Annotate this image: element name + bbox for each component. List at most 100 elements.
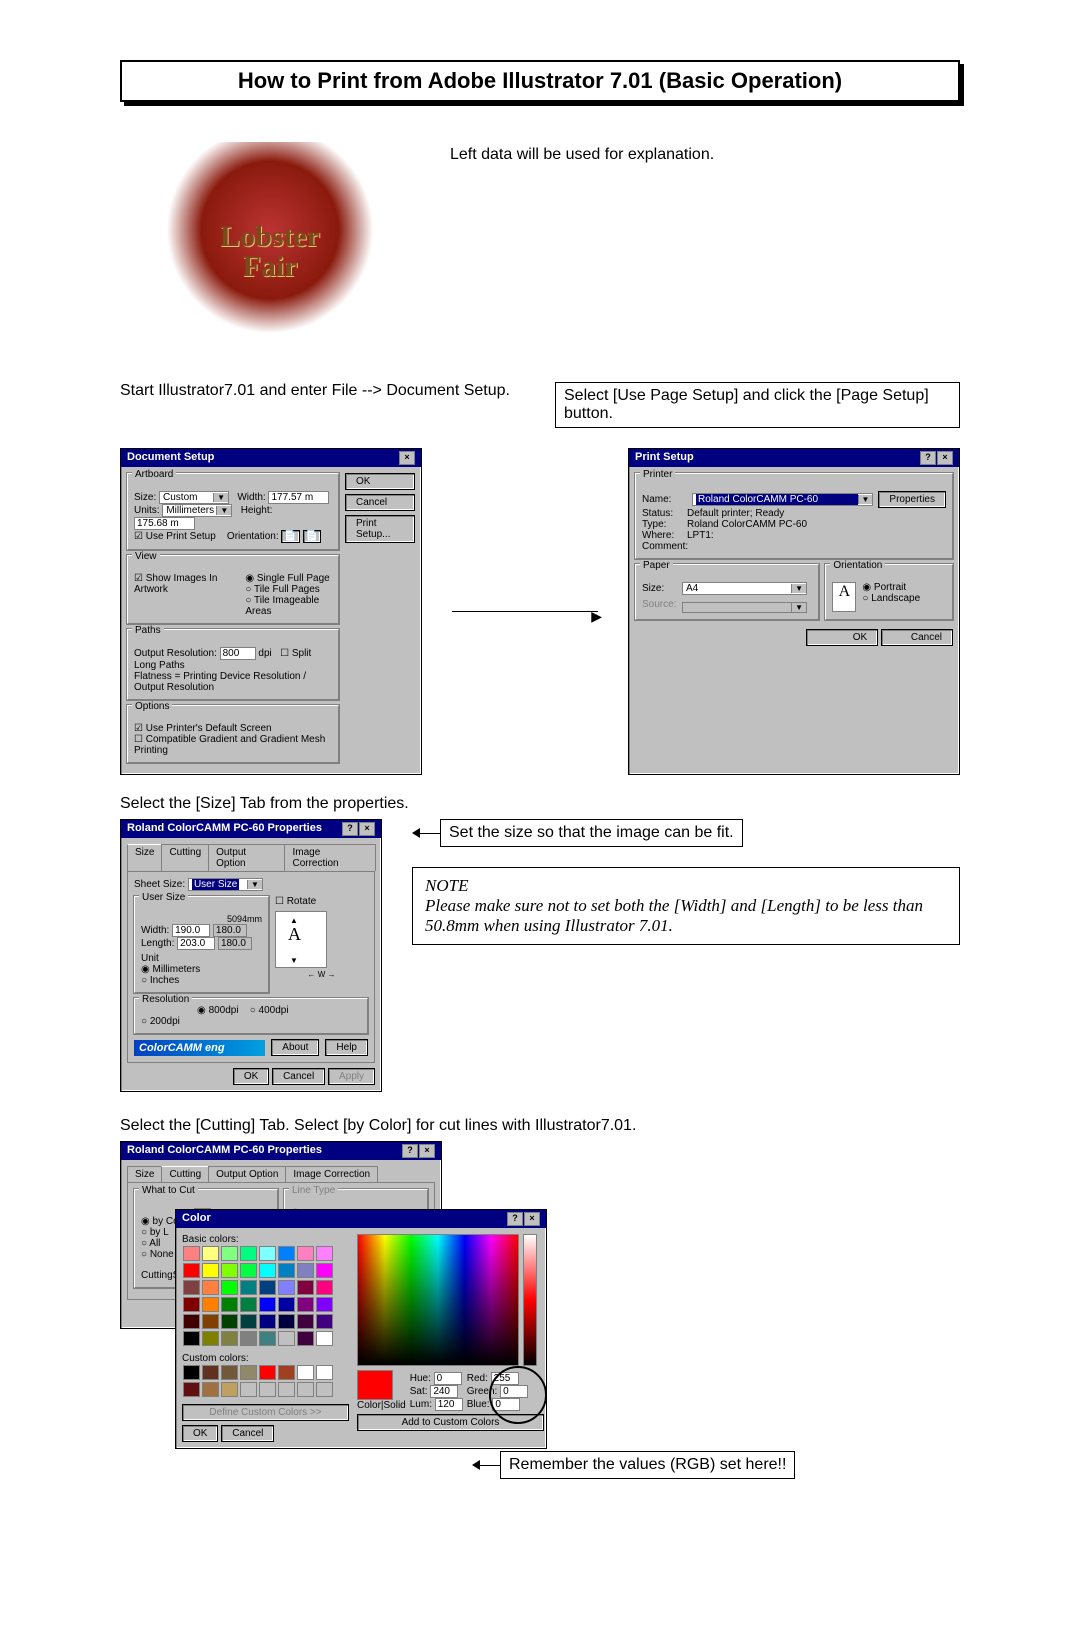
close-icon[interactable]: × [419,1144,435,1158]
color-swatch[interactable] [297,1365,314,1380]
compatible-gradient-checkbox[interactable]: Compatible Gradient and Gradient Mesh Pr… [134,734,332,756]
color-swatch[interactable] [240,1314,257,1329]
color-swatch[interactable] [240,1382,257,1397]
color-swatch[interactable] [202,1314,219,1329]
width-field[interactable]: 190.0 [172,924,210,937]
color-swatch[interactable] [278,1382,295,1397]
cancel-button[interactable]: Cancel [272,1068,325,1085]
tab-image[interactable]: Image Correction [285,1166,378,1182]
tab-size[interactable]: Size [127,844,162,871]
res-400-radio[interactable]: 400dpi [250,1005,289,1016]
color-swatch[interactable] [278,1280,295,1295]
tab-output[interactable]: Output Option [208,844,285,871]
tab-cutting[interactable]: Cutting [161,844,209,871]
color-swatch[interactable] [259,1246,276,1261]
color-swatch[interactable] [183,1382,200,1397]
color-swatch[interactable] [183,1331,200,1346]
color-swatch[interactable] [316,1280,333,1295]
color-swatch[interactable] [259,1382,276,1397]
length-field[interactable]: 203.0 [177,937,215,950]
mm-radio[interactable]: Millimeters [141,964,262,975]
color-swatch[interactable] [259,1314,276,1329]
paper-size-dropdown[interactable]: A4▼ [682,582,807,595]
color-swatch[interactable] [297,1297,314,1312]
color-swatch[interactable] [297,1263,314,1278]
color-swatch[interactable] [183,1246,200,1261]
color-swatch[interactable] [259,1365,276,1380]
width-field[interactable]: 177.57 m [268,491,329,504]
green-field[interactable]: 0 [500,1385,528,1398]
orient-portrait-icon[interactable]: 📄 [281,530,299,543]
color-swatch[interactable] [240,1280,257,1295]
color-swatch[interactable] [202,1280,219,1295]
tab-image[interactable]: Image Correction [284,844,376,871]
sheet-size-dropdown[interactable]: User Size▼ [188,878,263,891]
color-gradient-picker[interactable] [357,1234,519,1366]
single-full-page-radio[interactable]: Single Full Page [245,573,332,584]
help-icon[interactable]: ? [342,822,358,836]
color-swatch[interactable] [297,1280,314,1295]
color-swatch[interactable] [183,1280,200,1295]
help-icon[interactable]: ? [402,1144,418,1158]
color-swatch[interactable] [221,1314,238,1329]
color-swatch[interactable] [316,1297,333,1312]
color-swatch[interactable] [297,1331,314,1346]
color-swatch[interactable] [259,1331,276,1346]
length-spin[interactable]: 180.0 [218,937,252,950]
color-swatch[interactable] [259,1263,276,1278]
blue-field[interactable]: 0 [492,1398,520,1411]
color-swatch[interactable] [183,1297,200,1312]
color-swatch[interactable] [278,1263,295,1278]
basic-colors-grid[interactable] [182,1245,342,1347]
color-swatch[interactable] [202,1297,219,1312]
color-swatch[interactable] [221,1365,238,1380]
ok-button[interactable]: OK [182,1425,218,1442]
color-swatch[interactable] [278,1297,295,1312]
printer-name-dropdown[interactable]: Roland ColorCAMM PC-60▼ [692,493,873,506]
size-dropdown[interactable]: Custom▼ [159,491,229,504]
color-swatch[interactable] [297,1314,314,1329]
res-200-radio[interactable]: 200dpi [141,1016,361,1027]
ok-button[interactable]: OK [806,629,878,646]
color-swatch[interactable] [202,1365,219,1380]
landscape-radio[interactable]: Landscape [862,593,920,604]
color-swatch[interactable] [202,1331,219,1346]
properties-button[interactable]: Properties [878,491,946,508]
show-images-checkbox[interactable]: Show Images In Artwork [134,573,235,617]
color-swatch[interactable] [202,1246,219,1261]
tile-imageable-radio[interactable]: Tile Imageable Areas [245,595,332,617]
color-swatch[interactable] [221,1263,238,1278]
custom-colors-grid[interactable] [182,1364,342,1398]
color-swatch[interactable] [316,1246,333,1261]
color-swatch[interactable] [221,1331,238,1346]
units-dropdown[interactable]: Millimeters▼ [162,504,232,517]
close-icon[interactable]: × [359,822,375,836]
color-swatch[interactable] [278,1314,295,1329]
color-swatch[interactable] [297,1246,314,1261]
cancel-button[interactable]: Cancel [881,629,953,646]
close-icon[interactable]: × [937,451,953,465]
ok-button[interactable]: OK [233,1068,269,1085]
color-swatch[interactable] [240,1246,257,1261]
about-button[interactable]: About [271,1039,319,1056]
color-swatch[interactable] [278,1331,295,1346]
tab-output[interactable]: Output Option [208,1166,286,1182]
close-icon[interactable]: × [524,1212,540,1226]
out-res-field[interactable]: 800 [220,647,256,660]
use-print-setup-checkbox[interactable]: Use Print Setup [134,531,216,542]
color-swatch[interactable] [221,1280,238,1295]
color-swatch[interactable] [259,1280,276,1295]
ok-button[interactable]: OK [345,473,415,490]
rotate-checkbox[interactable]: Rotate [275,896,368,907]
help-icon[interactable]: ? [920,451,936,465]
color-swatch[interactable] [183,1314,200,1329]
color-swatch[interactable] [316,1263,333,1278]
color-swatch[interactable] [297,1382,314,1397]
color-swatch[interactable] [316,1365,333,1380]
portrait-radio[interactable]: Portrait [862,582,920,593]
width-spin[interactable]: 180.0 [213,924,247,937]
orient-landscape-icon[interactable]: 📄 [303,530,321,543]
color-swatch[interactable] [240,1331,257,1346]
color-swatch[interactable] [202,1382,219,1397]
color-swatch[interactable] [240,1263,257,1278]
